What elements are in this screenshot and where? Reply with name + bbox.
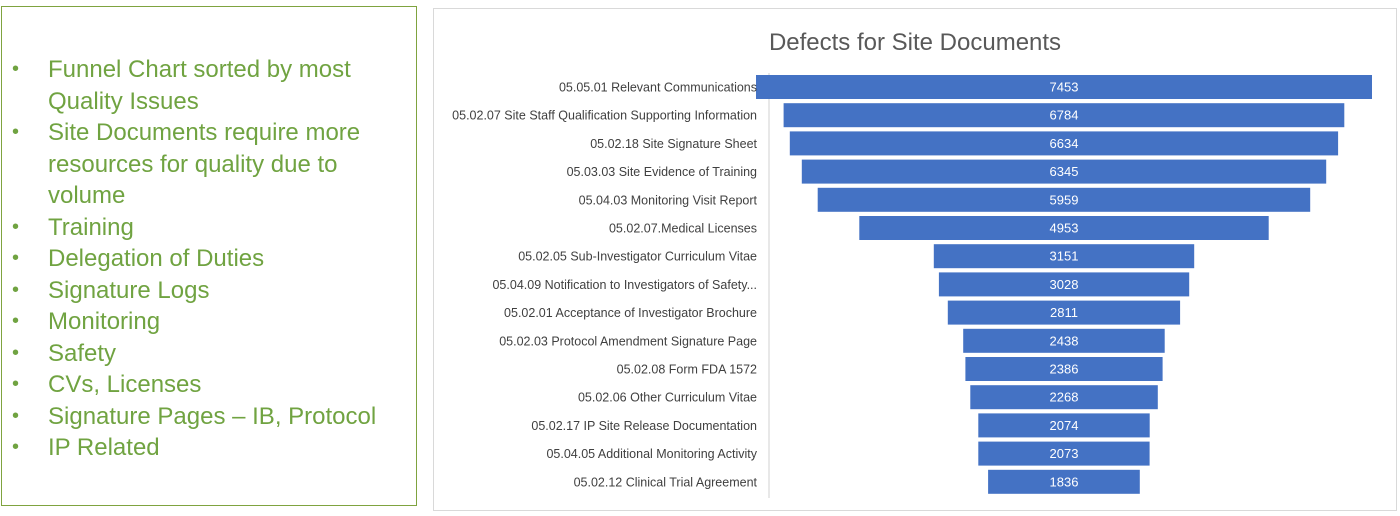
bullet-text: Monitoring: [48, 308, 161, 335]
bar-value-label: 2268: [1050, 390, 1079, 405]
bar-value-label: 4953: [1050, 221, 1079, 236]
bullet-text: CVs, Licenses: [48, 371, 202, 398]
bullet-item: • Monitoring: [2, 306, 416, 338]
category-label: 05.02.03 Protocol Amendment Signature Pa…: [499, 334, 757, 348]
bullet-dot-icon: •: [12, 215, 20, 238]
bullet-text: Funnel Chart sorted by most Quality Issu…: [48, 56, 351, 115]
bullet-dot-icon: •: [12, 436, 20, 458]
bar-value-label: 3028: [1050, 277, 1079, 292]
funnel-bar: [783, 103, 1345, 128]
bullet-dot-icon: •: [12, 341, 20, 364]
bar-value-label: 5959: [1050, 192, 1079, 207]
bullet-item: • Signature Pages – IB, Protocol: [2, 401, 416, 433]
bullet-text: Site Documents require more resources fo…: [48, 119, 361, 209]
category-label: 05.02.01 Acceptance of Investigator Broc…: [504, 306, 757, 320]
bullet-text: Training: [48, 213, 134, 241]
category-label: 05.04.09 Notification to Investigators o…: [492, 278, 757, 292]
bullet-dot-icon: •: [12, 58, 20, 80]
category-label: 05.02.07.Medical Licenses: [609, 222, 757, 236]
category-label: 05.02.06 Other Curriculum Vitae: [578, 391, 757, 405]
funnel-bar: [947, 300, 1181, 325]
bullet-dot-icon: •: [12, 404, 20, 427]
funnel-bar: [963, 328, 1165, 353]
category-label: 05.02.05 Sub-Investigator Curriculum Vit…: [518, 250, 757, 264]
funnel-bar: [965, 357, 1163, 381]
bar-value-label: 7453: [1050, 80, 1079, 95]
funnel-chart: Defects for Site Documents 7453 05.05.01 …: [452, 29, 1372, 498]
category-label: 05.04.03 Monitoring Visit Report: [579, 193, 758, 207]
bullet-item: • Signature Logs: [2, 275, 416, 307]
funnel-bar: [789, 131, 1339, 156]
bullet-text: Signature Pages – IB, Protocol: [48, 402, 377, 430]
funnel-bar: [978, 413, 1150, 438]
funnel-bar: [756, 75, 1372, 99]
bar-value-label: 2073: [1050, 446, 1079, 461]
category-label: 05.04.05 Additional Monitoring Activity: [546, 447, 757, 461]
bullet-item: • Training: [2, 212, 416, 244]
funnel-bar: [801, 159, 1327, 184]
bar-value-label: 6634: [1050, 136, 1079, 151]
bar-value-label: 6345: [1050, 164, 1079, 179]
funnel-bar: [938, 272, 1190, 297]
category-label: 05.02.07 Site Staff Qualification Suppor…: [452, 109, 757, 123]
category-label: 05.02.08 Form FDA 1572: [617, 363, 757, 377]
chart-title: Defects for Site Documents: [769, 29, 1061, 56]
bullet-panel: • Funnel Chart sorted by most Quality Iss…: [1, 6, 417, 506]
bar-value-label: 1836: [1050, 474, 1079, 489]
bar-value-label: 3151: [1050, 249, 1079, 264]
bar-value-label: 2811: [1050, 305, 1078, 320]
category-label: 05.05.01 Relevant Communications: [559, 81, 757, 95]
bullet-item: • Safety: [2, 338, 416, 370]
bullet-text: IP Related: [48, 434, 160, 461]
bullet-dot-icon: •: [12, 247, 20, 269]
bar-value-label: 2386: [1050, 362, 1079, 377]
bullet-item: • Funnel Chart sorted by most Quality Iss…: [2, 54, 416, 117]
chart-panel: Defects for Site Documents 7453 05.05.01 …: [433, 8, 1397, 511]
bullet-item: • CVs, Licenses: [2, 369, 416, 401]
bar-value-label: 2438: [1050, 333, 1079, 348]
bullet-item: • Delegation of Duties: [2, 243, 416, 275]
funnel-bar: [988, 469, 1140, 494]
bars-group: 7453 05.05.01 Relevant Communications 6784…: [452, 73, 1372, 498]
bullet-item: • Site Documents require more resources f…: [2, 117, 416, 212]
funnel-bar: [933, 244, 1195, 269]
funnel-bar: [859, 216, 1269, 240]
funnel-bar: [817, 187, 1311, 212]
bar-value-label: 6784: [1050, 108, 1079, 123]
bullet-text: Safety: [48, 339, 117, 367]
category-label: 05.03.03 Site Evidence of Training: [567, 165, 757, 179]
bullet-text: Delegation of Duties: [48, 245, 265, 272]
bullet-dot-icon: •: [12, 310, 20, 332]
bullet-item: • IP Related: [2, 432, 416, 464]
bullet-dot-icon: •: [12, 278, 20, 301]
bullet-dot-icon: •: [12, 121, 20, 143]
category-label: 05.02.12 Clinical Trial Agreement: [574, 475, 758, 489]
funnel-bar: [978, 441, 1150, 466]
bullet-dot-icon: •: [12, 373, 20, 395]
bullet-text: Signature Logs: [48, 276, 210, 304]
bullet-list: • Funnel Chart sorted by most Quality Iss…: [2, 54, 416, 464]
funnel-bar: [970, 385, 1158, 410]
bar-value-label: 2074: [1050, 418, 1079, 433]
category-label: 05.02.17 IP Site Release Documentation: [531, 419, 757, 433]
category-label: 05.02.18 Site Signature Sheet: [590, 137, 757, 151]
